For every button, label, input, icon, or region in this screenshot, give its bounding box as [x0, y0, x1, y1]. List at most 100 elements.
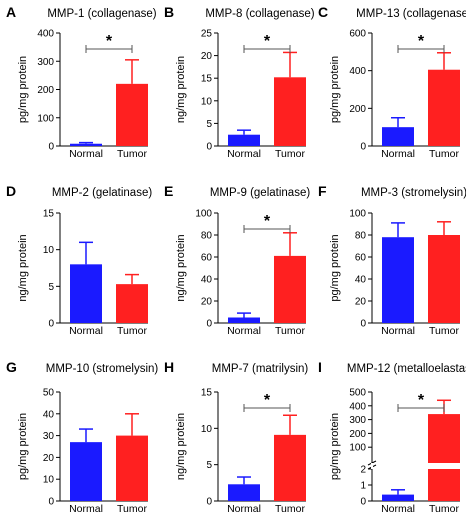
bar-normal	[382, 237, 414, 323]
bar-normal	[70, 264, 102, 323]
panel-c: C MMP-13 (collagenase) pg/mg protein 0 200 40…	[318, 4, 466, 160]
y-tick-label: 80	[355, 231, 367, 242]
bar-tumor	[428, 235, 460, 323]
y-axis-label: pg/mg protein	[17, 56, 29, 123]
panel-f: F MMP-3 (stromelysin) pg/mg protein 0 20 40 60…	[318, 183, 466, 337]
y-tick-label: 10	[43, 245, 55, 256]
bar-tumor	[116, 284, 148, 323]
bar-normal	[70, 442, 102, 501]
y-axis-label: pg/mg protein	[329, 56, 341, 123]
panel-d: D MMP-2 (gelatinase) ng/mg protein 0 5 10 15 No…	[6, 183, 152, 337]
y-tick-label: 0	[48, 142, 54, 153]
bar-break-gap	[427, 463, 461, 469]
y-tick-label: 5	[206, 460, 212, 471]
category-label: Normal	[227, 503, 261, 515]
y-tick-label: 0	[206, 497, 212, 508]
y-tick-label: 200	[349, 429, 366, 440]
category-label: Normal	[227, 148, 261, 160]
category-label: Normal	[69, 325, 103, 337]
bar-tumor	[428, 414, 460, 501]
y-tick-label: 40	[201, 275, 213, 286]
y-tick-label: 40	[355, 275, 367, 286]
y-tick-label: 300	[349, 415, 366, 426]
bar-tumor	[274, 255, 306, 323]
y-tick-label: 20	[43, 453, 55, 464]
panel-letter: C	[318, 4, 328, 20]
panel-i: I MMP-12 (metalloelastase) pg/mg protein 0 1…	[318, 359, 466, 515]
y-tick-label: 200	[349, 104, 366, 115]
panel-title: MMP-13 (collagenase)	[356, 8, 466, 20]
panel-letter: G	[6, 359, 17, 375]
y-tick-label: 20	[201, 297, 213, 308]
y-tick-label: 15	[201, 388, 213, 399]
panel-letter: A	[6, 4, 16, 20]
y-tick-label: 0	[48, 497, 54, 508]
panel-title: MMP-12 (metalloelastase)	[347, 363, 466, 375]
category-label: Normal	[227, 325, 261, 337]
category-label: Tumor	[429, 325, 459, 337]
panel-title: MMP-2 (gelatinase)	[52, 187, 153, 199]
panel-title: MMP-3 (stromelysin)	[361, 187, 466, 199]
category-label: Tumor	[117, 503, 147, 515]
y-axis-label: ng/mg protein	[175, 56, 187, 123]
panel-letter: I	[318, 359, 322, 375]
panel-a: A MMP-1 (collagenase) pg/mg protein 0 100 200…	[6, 4, 157, 160]
bar-normal	[228, 484, 260, 501]
panel-title: MMP-9 (gelatinase)	[210, 187, 311, 199]
y-tick-label: 5	[206, 119, 212, 130]
y-tick-label: 0	[206, 319, 212, 330]
bar-tumor	[274, 77, 306, 146]
panel-title: MMP-1 (collagenase)	[47, 8, 156, 20]
panel-g: G MMP-10 (stromelysin) pg/mg protein 0 10 20 3…	[6, 359, 158, 515]
y-axis-label: ng/mg protein	[17, 234, 29, 301]
category-label: Tumor	[117, 148, 147, 160]
y-tick-label: 80	[201, 231, 213, 242]
category-label: Normal	[381, 148, 415, 160]
bar-tumor	[116, 83, 148, 146]
panel-title: MMP-10 (stromelysin)	[46, 363, 159, 375]
panel-letter: B	[164, 4, 174, 20]
y-tick-label: 10	[201, 96, 213, 107]
category-label: Tumor	[117, 325, 147, 337]
bar-normal	[228, 317, 260, 323]
bar-tumor	[116, 435, 148, 501]
y-tick-label: 15	[43, 209, 55, 220]
significance-star: *	[418, 392, 425, 409]
y-tick-label: 0	[360, 142, 366, 153]
y-tick-label: 400	[349, 66, 366, 77]
axis-break-gap	[371, 463, 373, 469]
category-label: Normal	[69, 148, 103, 160]
significance-star: *	[418, 33, 425, 50]
y-axis-label: ng/mg protein	[175, 413, 187, 480]
y-axis-label: ng/mg protein	[175, 234, 187, 301]
category-label: Normal	[381, 325, 415, 337]
y-tick-label: 60	[355, 253, 367, 264]
bar-normal	[382, 127, 414, 146]
y-axis-label: pg/mg protein	[329, 234, 341, 301]
category-label: Tumor	[275, 503, 305, 515]
panel-e: E MMP-9 (gelatinase) ng/mg protein 0 20 40 60 8…	[164, 183, 310, 337]
y-tick-label: 100	[349, 209, 366, 220]
y-tick-label: 20	[355, 297, 367, 308]
y-tick-label: 200	[37, 85, 54, 96]
bar-normal	[228, 134, 260, 146]
y-tick-label: 15	[201, 74, 213, 85]
category-label: Tumor	[275, 148, 305, 160]
y-tick-label: 0	[360, 497, 366, 508]
y-tick-label: 0	[360, 319, 366, 330]
panel-title: MMP-8 (collagenase)	[205, 8, 314, 20]
panel-letter: D	[6, 183, 16, 199]
y-axis-label: pg/mg protein	[17, 413, 29, 480]
y-tick-label: 100	[349, 443, 366, 454]
y-tick-label: 5	[48, 282, 54, 293]
y-tick-label: 0	[206, 142, 212, 153]
y-tick-label: 400	[349, 401, 366, 412]
y-tick-label: 25	[201, 29, 213, 40]
panel-letter: F	[318, 183, 327, 199]
category-label: Tumor	[429, 148, 459, 160]
y-tick-label: 60	[201, 253, 213, 264]
y-axis-label: pg/mg protein	[329, 413, 341, 480]
y-tick-label: 600	[349, 29, 366, 40]
y-tick-label: 10	[43, 475, 55, 486]
